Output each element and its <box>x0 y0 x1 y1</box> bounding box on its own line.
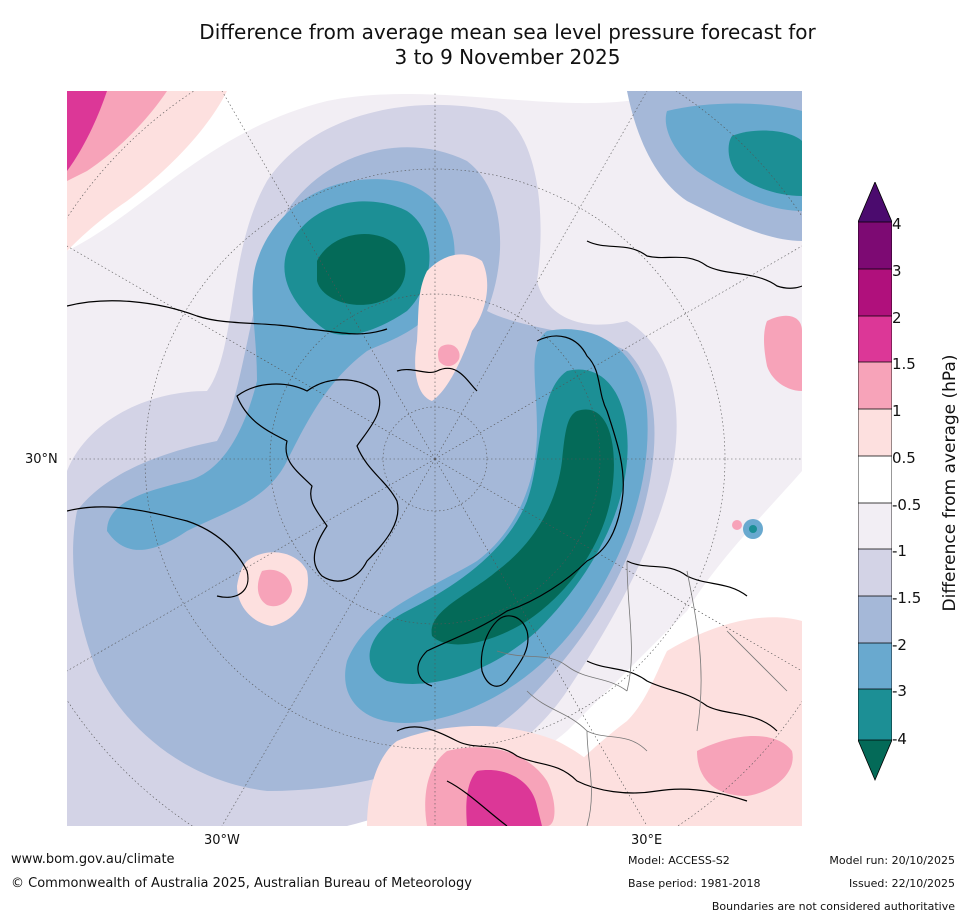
colorbar-bottom-extend <box>858 740 892 780</box>
colorbar-tick-3: 1.5 <box>892 355 916 373</box>
footer-copyright: © Commonwealth of Australia 2025, Austra… <box>11 876 472 891</box>
colorbar-top-extend <box>858 182 892 222</box>
footer-disclaimer: Boundaries are not considered authoritat… <box>711 900 955 913</box>
lon-label-30e: 30°E <box>631 833 663 848</box>
colorbar-swatch-0.5-1 <box>858 409 892 456</box>
anomaly-region-p15-topleft <box>67 91 107 171</box>
colorbar-tick-0: 4 <box>892 215 902 233</box>
footer-model: Model: ACCESS-S2 <box>628 854 730 867</box>
lat-label-30n: 30°N <box>25 452 58 467</box>
colorbar-tick-2: 2 <box>892 309 902 327</box>
footer-model-run: Model run: 20/10/2025 <box>829 854 955 867</box>
anomaly-region-p1-centre <box>438 344 460 367</box>
footer-base-period: Base period: 1981-2018 <box>628 877 761 890</box>
anomaly-region-n4 <box>317 234 406 305</box>
colorbar-tick-1: 3 <box>892 262 902 280</box>
colorbar-swatch-n0.5-1 <box>858 503 892 549</box>
colorbar-swatch-2-3 <box>858 269 892 316</box>
colorbar-swatch-n3-4 <box>858 689 892 740</box>
chart-title: Difference from average mean sea level p… <box>0 20 965 70</box>
anomaly-region-topright3 <box>728 130 802 196</box>
lon-label-30w: 30°W <box>204 833 240 848</box>
colorbar-tick-5: 0.5 <box>892 449 916 467</box>
anomaly-region-n4b <box>431 409 614 645</box>
colorbar-swatch-1.5-2 <box>858 316 892 362</box>
anomaly-spot-caspian-pos <box>732 520 742 530</box>
colorbar-swatch-1-1.5 <box>858 362 892 409</box>
anomaly-region-p1-east <box>697 736 793 796</box>
colorbar-swatch-3-4 <box>858 222 892 269</box>
colorbar-tick-11: -4 <box>892 730 907 748</box>
colorbar-tick-4: 1 <box>892 402 902 420</box>
colorbar-tick-9: -2 <box>892 636 907 654</box>
colorbar <box>858 182 892 782</box>
pressure-anomaly-map <box>67 91 802 826</box>
colorbar-tick-6: -0.5 <box>892 496 922 514</box>
title-line-1: Difference from average mean sea level p… <box>199 20 816 44</box>
graticule <box>67 91 802 826</box>
title-line-2: 3 to 9 November 2025 <box>394 45 621 69</box>
anomaly-region-p05-centre <box>415 254 488 401</box>
anomaly-region-p1-greenland <box>257 569 292 607</box>
colorbar-title: Difference from average (hPa) <box>940 354 960 612</box>
colorbar-tick-8: -1.5 <box>892 589 922 607</box>
colorbar-swatch-neutral <box>858 456 892 503</box>
country-boundaries <box>496 560 788 826</box>
anomaly-region-n3b <box>369 369 628 684</box>
anomaly-spot-caspian-core <box>749 525 757 533</box>
anomaly-region-p05-right <box>764 315 802 391</box>
colorbar-swatch-n2-3 <box>858 643 892 689</box>
anomaly-region-p15-south <box>466 770 542 826</box>
colorbar-swatch-n1-1.5 <box>858 549 892 596</box>
footer-issued: Issued: 22/10/2025 <box>848 877 955 890</box>
colorbar-tick-10: -3 <box>892 682 907 700</box>
coastlines <box>67 240 802 826</box>
colorbar-tick-7: -1 <box>892 542 907 560</box>
colorbar-swatch-n1.5-2 <box>858 596 892 643</box>
footer-url[interactable]: www.bom.gov.au/climate <box>11 852 175 867</box>
